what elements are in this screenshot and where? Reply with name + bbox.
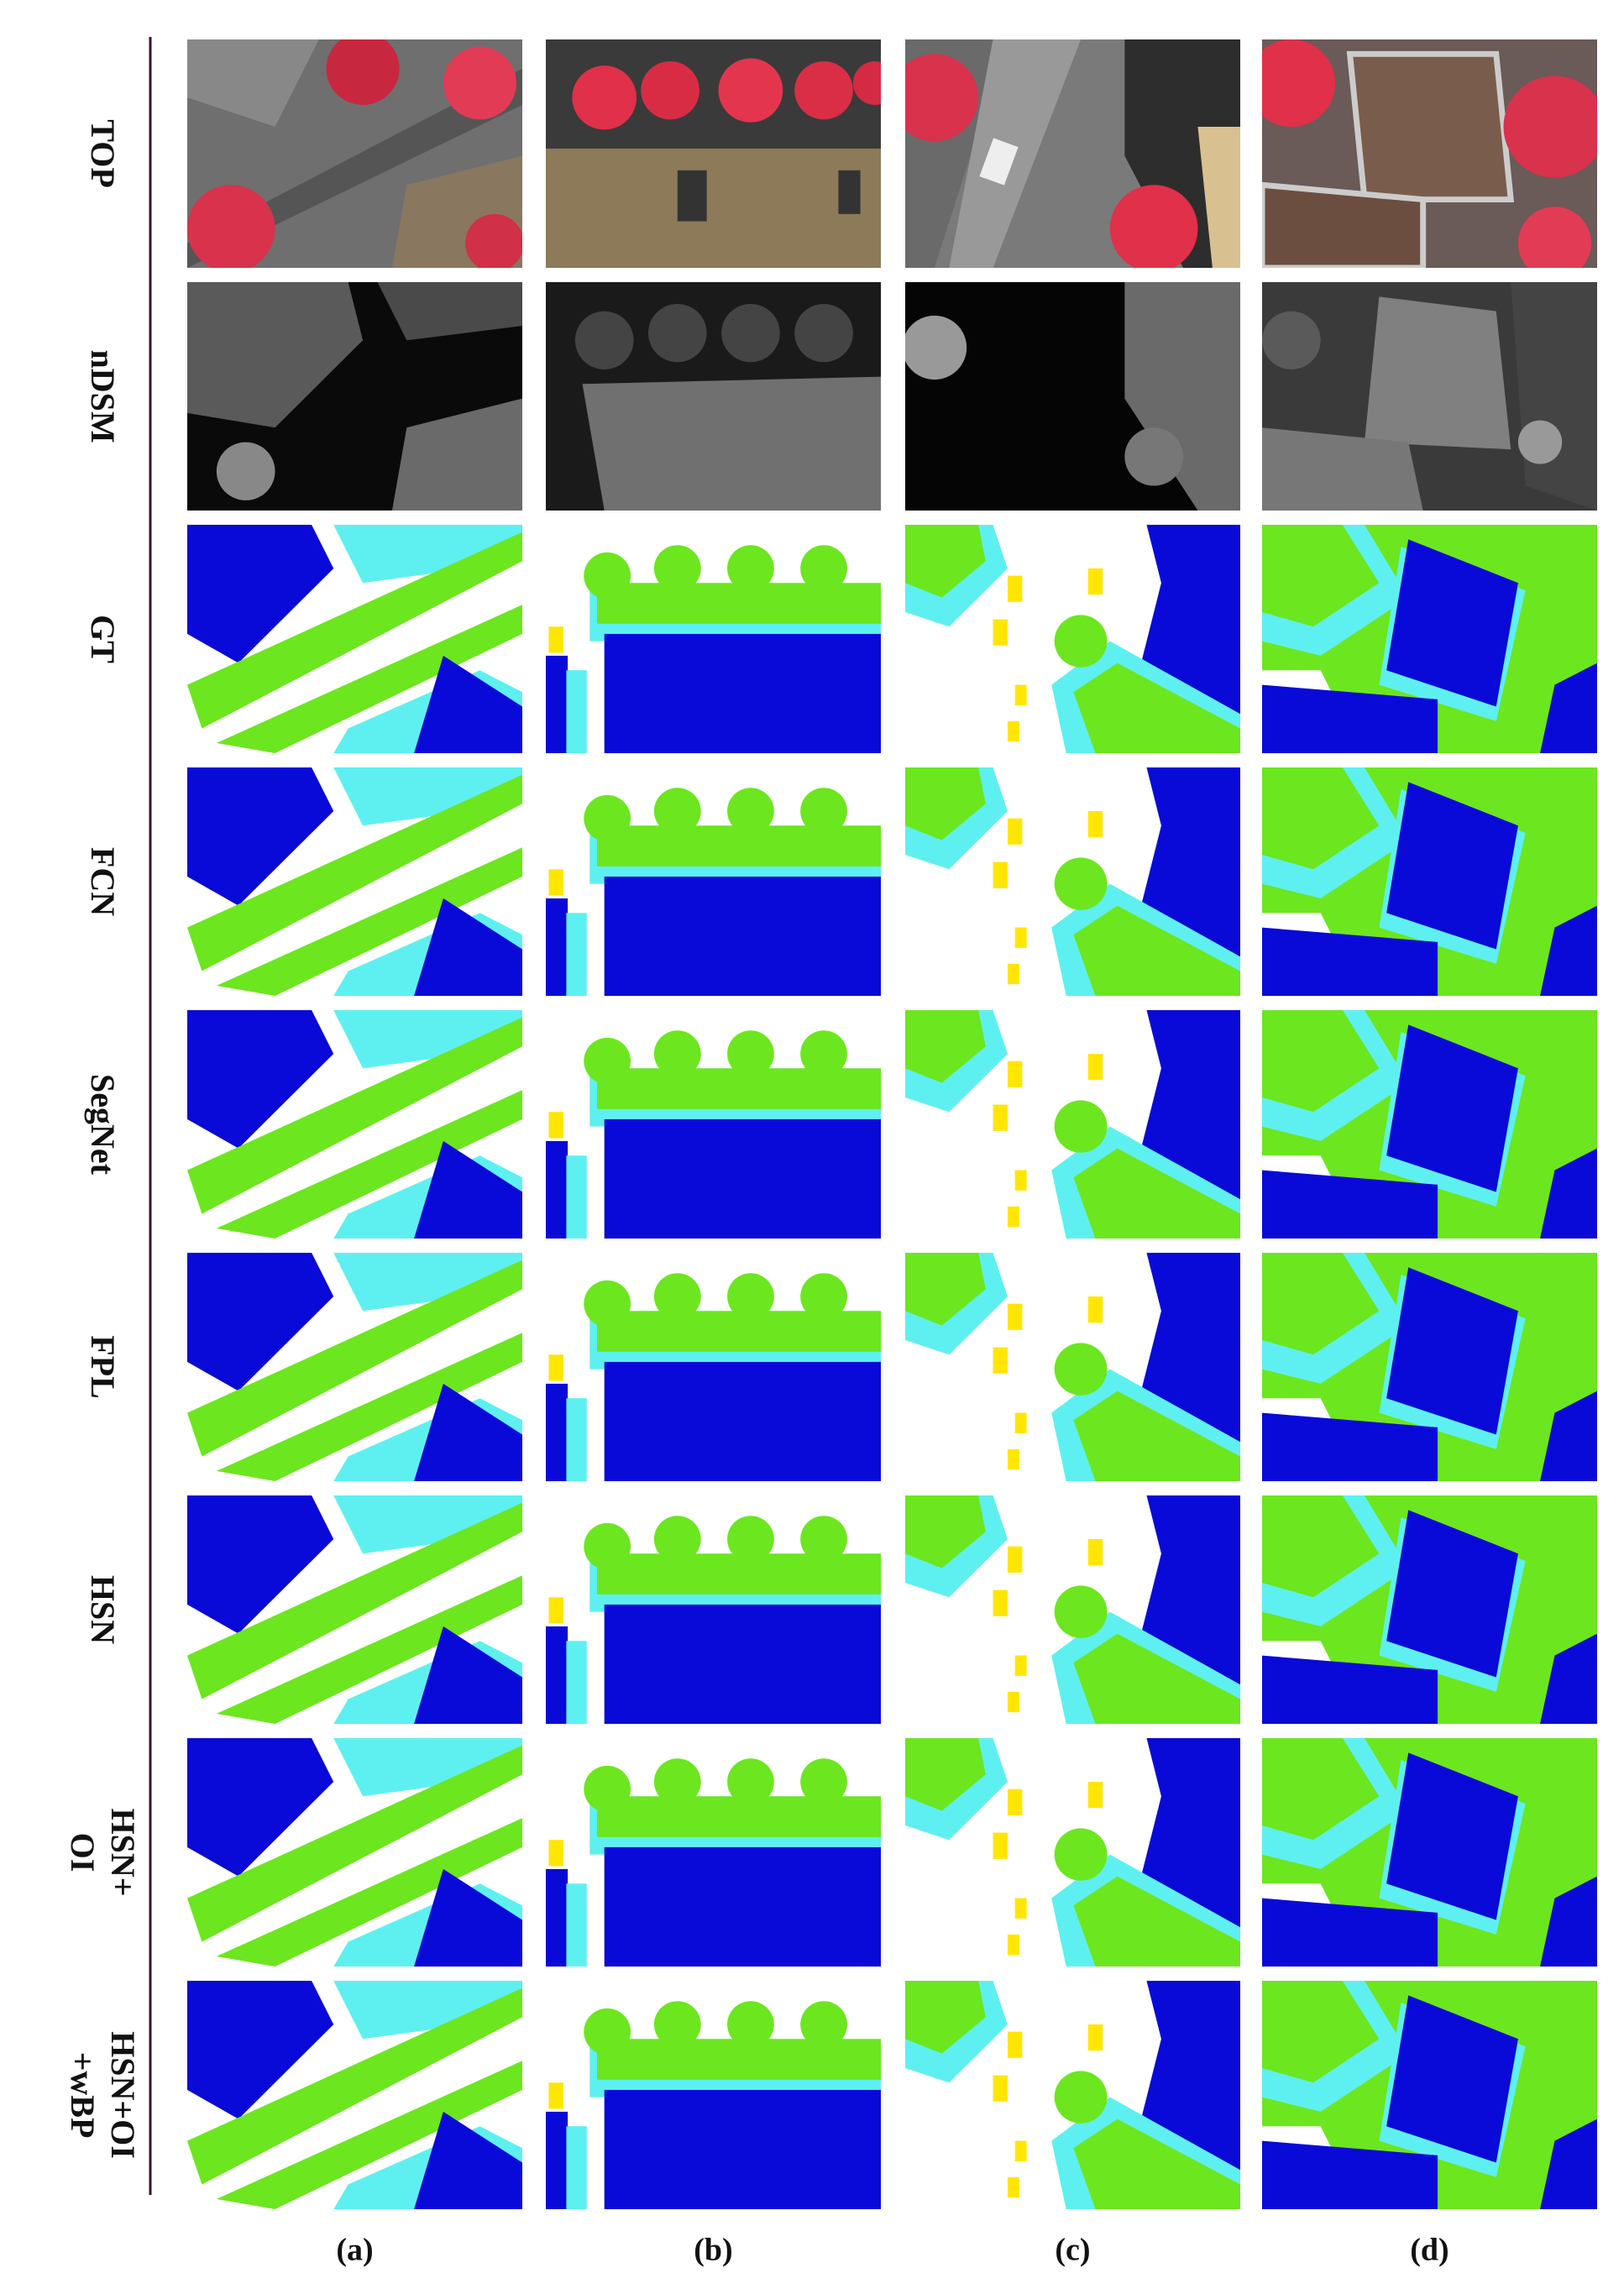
image-cell xyxy=(546,1010,881,1239)
image-cell xyxy=(546,1253,881,1481)
row-label-line: GT xyxy=(84,615,122,663)
image-cell xyxy=(187,39,522,268)
image-cell xyxy=(546,282,881,511)
cell-image xyxy=(187,1981,522,2209)
image-cell xyxy=(905,1495,1240,1724)
cell-image xyxy=(905,1010,1240,1239)
cell-image xyxy=(1262,1253,1597,1481)
cell-image xyxy=(187,1253,522,1481)
cell-image xyxy=(187,525,522,753)
image-cell xyxy=(187,767,522,996)
row-label-line: SegNet xyxy=(84,1074,122,1176)
image-cell xyxy=(187,525,522,753)
cell-image xyxy=(1262,1010,1597,1239)
row-label: TOP xyxy=(84,119,122,188)
cell-image xyxy=(905,1495,1240,1724)
image-cell xyxy=(1262,1738,1597,1967)
row-label-line: HSN xyxy=(84,1575,122,1644)
row-label-line: FPL xyxy=(84,1335,122,1399)
row-label: HSN+OI xyxy=(64,1808,142,1896)
image-cell xyxy=(187,1253,522,1481)
image-cell xyxy=(546,525,881,753)
image-cell xyxy=(1262,1253,1597,1481)
image-cell xyxy=(546,39,881,268)
cell-image xyxy=(546,1253,881,1481)
cell-image xyxy=(905,1738,1240,1967)
row-label-line: FCN xyxy=(84,847,122,916)
image-cell xyxy=(1262,282,1597,511)
image-cell xyxy=(1262,525,1597,753)
image-cell xyxy=(905,767,1240,996)
cell-image xyxy=(1262,282,1597,511)
image-cell xyxy=(1262,1010,1597,1239)
cell-image xyxy=(546,767,881,996)
cell-image xyxy=(546,525,881,753)
cell-image xyxy=(905,1253,1240,1481)
row-label: nDSM xyxy=(84,349,122,443)
cell-image xyxy=(187,39,522,268)
image-cell xyxy=(905,1010,1240,1239)
image-cell xyxy=(187,1738,522,1967)
row-label-line: HSN+OI xyxy=(104,2031,142,2159)
image-cell xyxy=(1262,767,1597,996)
image-cell xyxy=(187,1010,522,1239)
cell-image xyxy=(546,1010,881,1239)
image-cell xyxy=(1248,39,1606,280)
image-cell xyxy=(905,39,1240,268)
image-cell xyxy=(1262,1981,1597,2209)
cell-image xyxy=(546,1495,881,1724)
image-cell xyxy=(905,1981,1240,2209)
cell-image xyxy=(905,1981,1240,2209)
row-label-line: OI xyxy=(64,1833,102,1872)
cell-image xyxy=(546,1981,881,2209)
row-label: FCN xyxy=(84,847,122,916)
image-cell xyxy=(546,1738,881,1967)
row-label: HSN+OI+wBP xyxy=(64,2031,142,2159)
column-label: (a) xyxy=(336,2233,373,2268)
row-label: SegNet xyxy=(84,1074,122,1176)
cell-image xyxy=(1262,1738,1597,1967)
image-cell xyxy=(905,1253,1240,1481)
column-label: (d) xyxy=(1410,2233,1449,2268)
row-label-line: HSN+ xyxy=(104,1808,142,1896)
cell-image xyxy=(187,767,522,996)
row-label-line: +wBP xyxy=(64,2052,102,2139)
image-cell xyxy=(546,1981,881,2209)
image-cell xyxy=(905,1738,1240,1967)
row-label: HSN xyxy=(84,1575,122,1644)
cell-image xyxy=(1262,767,1597,996)
cell-image xyxy=(1248,39,1606,280)
cell-image xyxy=(905,39,1240,268)
row-label-line: nDSM xyxy=(84,349,122,443)
cell-image xyxy=(187,1495,522,1724)
cell-image xyxy=(905,282,1240,511)
cell-image xyxy=(1262,1495,1597,1724)
cell-image xyxy=(187,1010,522,1239)
image-cell xyxy=(1262,1495,1597,1724)
cell-image xyxy=(905,525,1240,753)
cell-image xyxy=(187,282,522,511)
column-label: (b) xyxy=(694,2233,732,2268)
cell-image xyxy=(546,1738,881,1967)
image-cell xyxy=(546,767,881,996)
row-label-line: TOP xyxy=(84,119,122,188)
image-cell xyxy=(905,525,1240,753)
cell-image xyxy=(546,282,881,511)
row-label: GT xyxy=(84,615,122,663)
row-label: FPL xyxy=(84,1335,122,1399)
cell-image xyxy=(546,39,881,268)
cell-image xyxy=(1262,525,1597,753)
image-cell xyxy=(187,1981,522,2209)
image-cell xyxy=(546,1495,881,1724)
image-cell xyxy=(187,282,522,511)
cell-image xyxy=(905,767,1240,996)
image-cell xyxy=(905,282,1240,511)
column-label: (c) xyxy=(1055,2233,1090,2268)
cell-image xyxy=(187,1738,522,1967)
image-cell xyxy=(187,1495,522,1724)
cell-image xyxy=(1262,1981,1597,2209)
